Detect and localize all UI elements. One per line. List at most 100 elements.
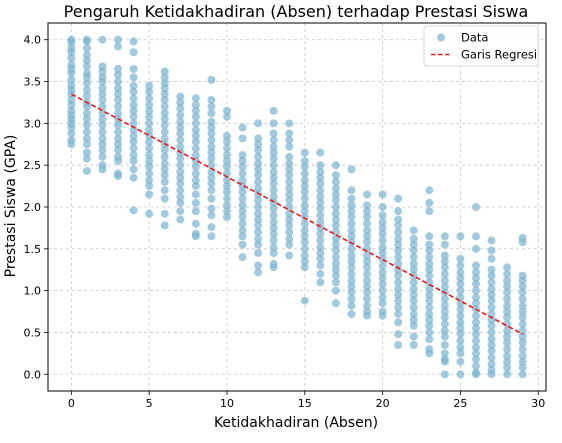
data-point [347, 232, 356, 241]
data-point [394, 310, 403, 319]
data-point [238, 232, 247, 241]
data-point [67, 123, 76, 132]
data-point [331, 184, 340, 193]
data-point [191, 119, 200, 128]
data-point [222, 194, 231, 203]
data-point [440, 370, 449, 379]
data-point [114, 121, 123, 130]
data-point [254, 228, 263, 237]
data-point [471, 274, 480, 283]
data-point [129, 94, 138, 103]
data-point [316, 236, 325, 245]
data-point [300, 207, 309, 216]
data-point [316, 173, 325, 182]
data-point [331, 228, 340, 237]
x-axis-ticks: 0 5 10 15 20 25 30 [68, 391, 545, 410]
data-point [285, 119, 294, 128]
data-point [145, 169, 154, 178]
regression-line [70, 93, 524, 335]
data-point [456, 232, 465, 241]
data-point [347, 310, 356, 319]
data-point [316, 192, 325, 201]
data-point [471, 232, 480, 241]
data-point [347, 263, 356, 272]
data-point [300, 162, 309, 171]
data-point [207, 136, 216, 145]
data-point [316, 249, 325, 257]
data-point [176, 123, 185, 132]
data-point [331, 278, 340, 287]
data-point [503, 269, 512, 278]
data-point [176, 98, 185, 107]
data-point [363, 213, 372, 222]
data-point [394, 246, 403, 255]
data-point [331, 190, 340, 199]
data-point [160, 171, 169, 180]
data-point [129, 131, 138, 140]
data-point [191, 112, 200, 121]
data-point [176, 129, 185, 138]
data-point [67, 100, 76, 109]
data-point [67, 54, 76, 63]
y-tick-label: 1.5 [24, 243, 42, 256]
data-point [378, 286, 387, 295]
data-point [160, 121, 169, 130]
data-point [363, 238, 372, 247]
data-point [394, 253, 403, 262]
y-axis-title: Prestasi Siswa (GPA) [3, 135, 19, 278]
data-point [471, 355, 480, 364]
data-point [129, 151, 138, 160]
data-point [316, 198, 325, 207]
data-point [300, 238, 309, 247]
data-point [456, 261, 465, 270]
data-point [285, 165, 294, 174]
data-point [440, 332, 449, 341]
data-point [145, 182, 154, 191]
data-point [238, 207, 247, 216]
data-point [394, 271, 403, 280]
data-point [129, 137, 138, 146]
data-point [238, 213, 247, 222]
data-point [114, 146, 123, 155]
data-point [98, 140, 107, 149]
data-point [471, 299, 480, 308]
data-point [160, 84, 169, 93]
data-point [347, 301, 356, 310]
data-point [487, 315, 496, 324]
data-point [254, 159, 263, 168]
data-point [129, 48, 138, 57]
data-point [82, 115, 91, 124]
data-point [440, 269, 449, 278]
data-point [331, 161, 340, 170]
data-point [114, 134, 123, 143]
data-point [285, 251, 294, 260]
data-point [207, 223, 216, 232]
data-point [285, 228, 294, 237]
data-point [300, 232, 309, 241]
data-point [378, 249, 387, 257]
data-point [331, 209, 340, 218]
data-point [285, 152, 294, 161]
data-point [316, 204, 325, 213]
data-point [207, 95, 216, 104]
data-point [82, 50, 91, 59]
data-point [409, 246, 418, 255]
data-point [316, 218, 325, 227]
data-point [285, 196, 294, 205]
data-point [98, 109, 107, 118]
data-point [456, 370, 465, 379]
data-point [300, 257, 309, 266]
data-point [114, 90, 123, 99]
data-point [363, 311, 372, 320]
data-point [238, 162, 247, 171]
data-point [207, 161, 216, 170]
data-point [331, 271, 340, 280]
data-point [300, 201, 309, 210]
data-point [254, 221, 263, 230]
data-point [456, 286, 465, 295]
data-point [254, 177, 263, 186]
data-point [207, 194, 216, 203]
data-point [347, 186, 356, 195]
data-point [503, 282, 512, 291]
data-point [394, 240, 403, 249]
